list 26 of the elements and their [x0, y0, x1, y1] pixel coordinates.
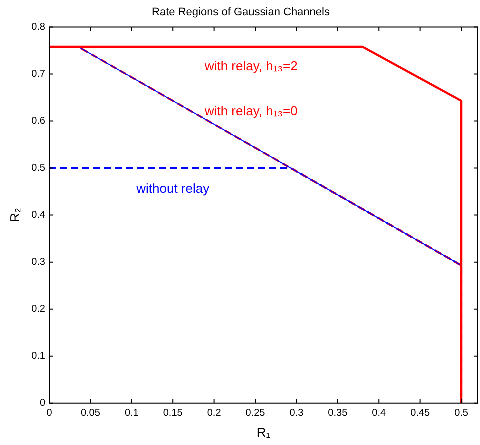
- x-tick-label: 0.45: [410, 408, 430, 420]
- x-tick-label: 0.1: [124, 408, 140, 420]
- y-tick-label: 0: [40, 398, 46, 410]
- x-tick-label: 0.35: [328, 408, 348, 420]
- y-tick-label: 0.5: [32, 163, 46, 174]
- y-tick-label: 0.4: [32, 210, 46, 222]
- series-label: with relay, h₁₃=0: [204, 103, 298, 118]
- x-tick-label: 0.3: [290, 408, 304, 420]
- y-tick-label: 0.6: [32, 116, 46, 127]
- y-tick-label: 0.8: [32, 22, 46, 33]
- y-axis-title: R₂: [7, 208, 22, 223]
- y-tick-label: 0.3: [32, 257, 46, 268]
- x-tick-label: 0.4: [372, 408, 386, 420]
- x-axis-title: R₁: [256, 424, 272, 440]
- x-tick-label: 0.05: [80, 408, 101, 420]
- y-tick-label: 0.1: [32, 351, 46, 362]
- y-tick-label: 0.7: [32, 68, 46, 80]
- series-label: with relay, h₁₃=2: [204, 58, 298, 74]
- x-tick-label: 0.25: [246, 408, 266, 420]
- x-tick-label: 0.15: [163, 408, 184, 420]
- x-tick-label: 0.2: [207, 408, 222, 420]
- x-tick-label: 0.5: [454, 408, 469, 420]
- x-tick-label: 0: [46, 408, 53, 420]
- series-label: without relay: [136, 181, 210, 196]
- chart-title: Rate Regions of Gaussian Channels: [152, 6, 330, 19]
- y-tick-label: 0.2: [32, 304, 46, 316]
